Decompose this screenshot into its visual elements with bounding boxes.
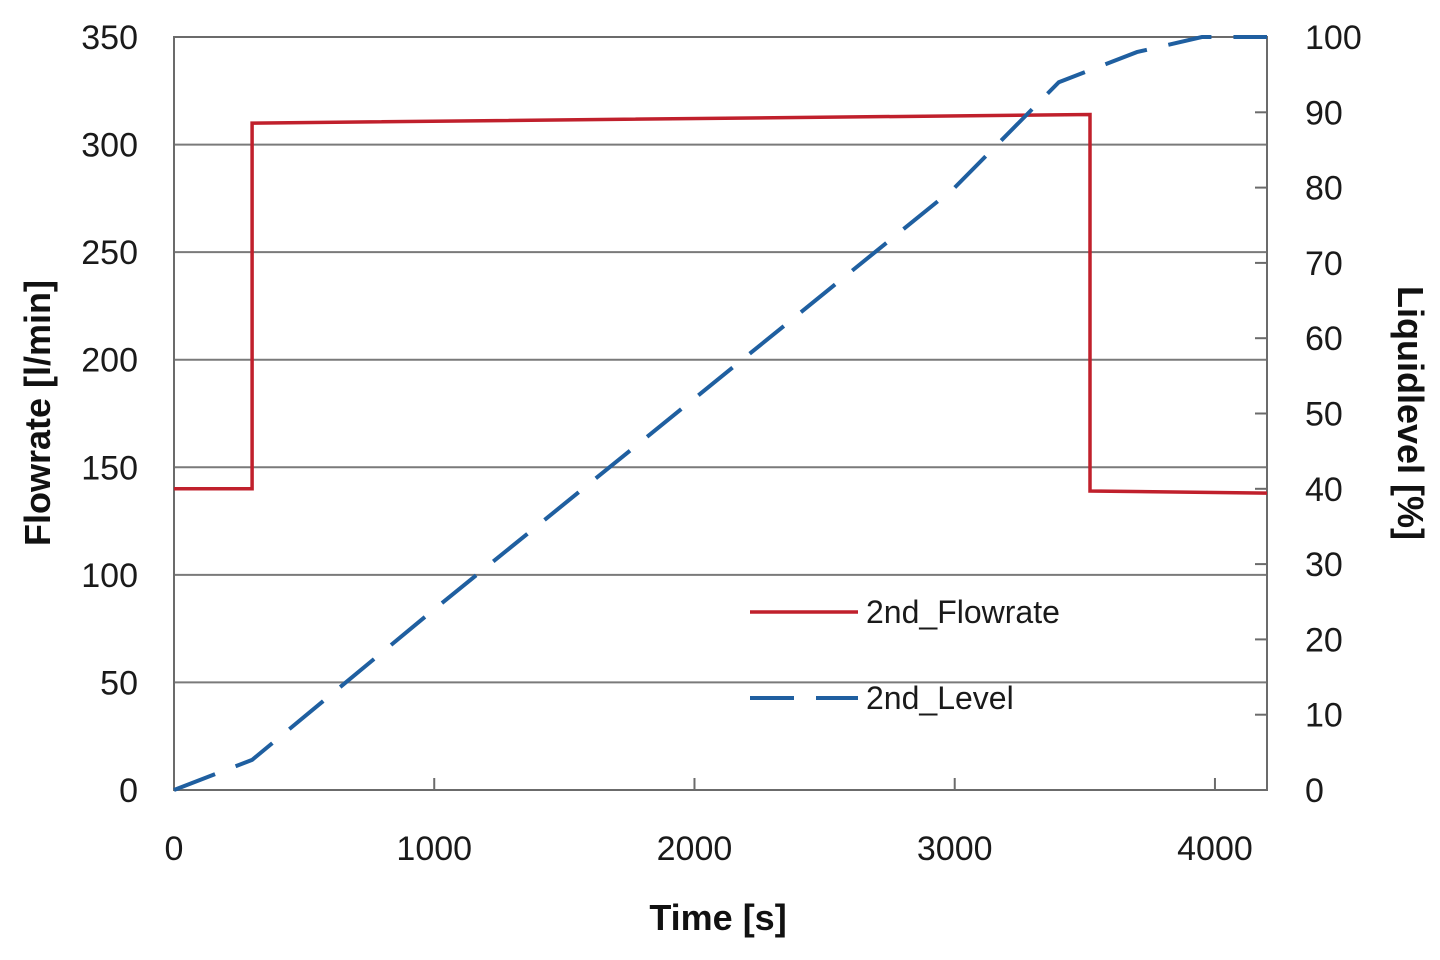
- x-axis-title: Time [s]: [649, 897, 786, 938]
- y2-tick-label: 60: [1305, 320, 1343, 358]
- x-tick-label: 4000: [1177, 830, 1253, 868]
- x-tick-label: 3000: [917, 830, 993, 868]
- y2-tick-label: 40: [1305, 471, 1343, 509]
- y-tick-label: 200: [81, 342, 138, 380]
- y2-axis-title: Liquidlevel [%]: [1390, 286, 1431, 540]
- y2-tick-label: 20: [1305, 621, 1343, 659]
- y2-tick-label: 100: [1305, 19, 1362, 57]
- y-tick-label: 250: [81, 234, 138, 272]
- x-tick-label: 0: [165, 830, 184, 868]
- y-tick-label: 50: [100, 664, 138, 702]
- y2-tick-label: 70: [1305, 245, 1343, 283]
- grid-layer: [174, 36, 1267, 684]
- y-tick-label: 150: [81, 449, 138, 487]
- legend-label-1: 2nd_Flowrate: [866, 594, 1060, 630]
- series-line-2: [173, 35, 1267, 792]
- plot-frame: [173, 36, 1268, 791]
- y-axis-title: Flowrate [l/min]: [17, 280, 58, 546]
- tick-layer: 0 50 100 150 200 250 300 350 0 10 20 30 40 50 60 70 80 90…: [81, 19, 1361, 868]
- x-tick-label: 2000: [657, 830, 733, 868]
- y2-tick-label: 30: [1305, 546, 1343, 584]
- y2-tick-label: 90: [1305, 94, 1343, 132]
- legend-label-2: 2nd_Level: [866, 680, 1014, 716]
- y-tick-label: 350: [81, 19, 138, 57]
- y2-tick-label: 50: [1305, 396, 1343, 434]
- y-tick-label: 0: [119, 772, 138, 810]
- y-tick-label: 100: [81, 557, 138, 595]
- legend: 2nd_Flowrate 2nd_Level: [750, 594, 1060, 716]
- y2-tick-label: 0: [1305, 772, 1324, 810]
- y-tick-label: 300: [81, 127, 138, 165]
- series-layer: [173, 35, 1268, 792]
- series-line-1: [174, 112, 1268, 495]
- y2-tick-label: 80: [1305, 170, 1343, 208]
- x-tick-label: 1000: [396, 830, 472, 868]
- y2-tick-label: 10: [1305, 697, 1343, 735]
